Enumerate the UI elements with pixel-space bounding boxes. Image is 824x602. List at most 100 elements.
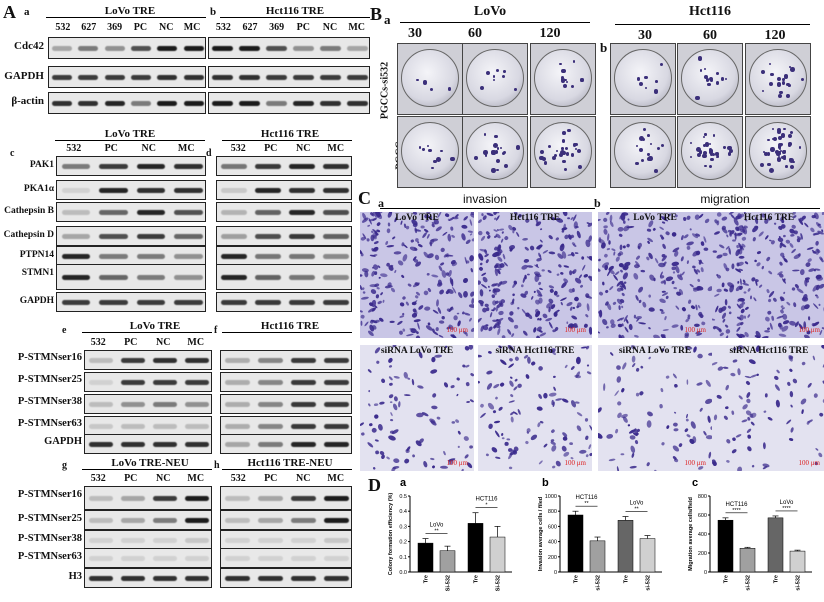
dose-label: 30 [638,28,652,43]
blot-strip [208,92,370,114]
chart-sub-label: b [542,477,549,489]
scale-bar-label: 100 μm [564,326,586,334]
petri-dish [401,49,459,107]
protein-band [255,300,281,305]
colony-dot [660,143,664,148]
blot-strip [220,372,352,392]
protein-band [157,75,178,80]
protein-band [136,234,165,239]
blot-strip [56,246,206,266]
colony-dot [776,157,782,162]
x-tick-label: si-532 [746,575,752,591]
x-tick-label: si-532 [646,575,652,591]
blot-strip [56,292,206,312]
colony-dot [635,161,639,166]
colony-dot [562,151,565,154]
significance-marker: **** [732,508,741,514]
colony-dot [447,87,452,91]
protein-band [157,46,178,51]
panel-b-sub-b: b [600,40,608,55]
panel-cb-title: migration [700,192,750,206]
colony-dot [539,155,544,161]
group-label: LoVo [630,501,644,507]
colony-dot [788,142,792,147]
panel-ae-title: LoVo TRE [129,320,181,332]
protein-band [320,75,341,80]
scale-bar-label: 100 μm [798,459,820,467]
colony-dot [653,89,659,94]
petri-dish [614,49,672,107]
colony-dot [696,147,701,152]
micrograph-label: LoVo TRE [395,213,439,223]
colony-dot [784,164,788,168]
lane-label: NC [322,22,338,33]
colony-dot [551,155,556,161]
protein-band [257,496,284,501]
colony-dot [778,152,781,155]
protein-band [221,275,247,280]
protein-band [174,300,203,305]
blot-strip [56,264,206,290]
colony-dot [647,156,653,162]
blot-strip [216,180,352,200]
protein-band [120,442,146,447]
panel-ac-title: LoVo TRE [104,128,156,140]
colony-dot [570,153,575,157]
lane-label: MC [177,143,195,154]
micrograph: siRNA Hct116 TRE 100 μm [712,345,824,471]
protein-band [323,275,349,280]
panel-ba-title: LoVo [473,4,507,19]
colony-dot [418,146,422,149]
protein-band [157,101,178,106]
blot-row-label: P-STMNser16 [17,489,82,500]
plate-frame [530,43,596,115]
micrograph-label: siRNA Hct116 TRE [495,346,575,356]
colony-dot [562,131,566,135]
blot-row-label: GAPDH [19,296,54,306]
y-tick-label: 200 [548,555,557,561]
protein-band [184,424,210,429]
protein-band [78,46,99,51]
protein-band [255,188,281,193]
colony-dot [429,87,434,92]
colony-dot [560,78,566,83]
micrograph-label: siRNA Hct116 TRE [729,346,809,356]
protein-band [120,538,146,543]
protein-band [174,210,203,215]
protein-band [136,210,165,215]
blot-strip [48,37,206,59]
protein-band [136,254,165,259]
chart-sub-label: a [400,477,407,489]
lane-label: 532 [215,22,231,33]
lane-label: 532 [230,473,246,484]
petri-dish [681,122,739,180]
panel-d-letter: D [368,475,381,495]
colony-dot [696,152,702,158]
dose-label: 60 [703,28,717,43]
blot-strip [220,568,352,588]
protein-band [174,234,203,239]
colony-dot [562,83,568,89]
petri-dish [466,122,524,180]
panel-c-sub-b: b [594,196,601,210]
protein-band [136,188,165,193]
colony-dot [778,147,782,151]
petri-dish [466,49,524,107]
protein-band [120,402,146,407]
petri-dish [749,49,807,107]
colony-dot [711,153,715,157]
protein-band [152,402,178,407]
protein-band [184,380,210,385]
blot-row-label: β-actin [11,95,44,107]
blot-strip [220,510,352,530]
protein-band [131,46,152,51]
bar [789,550,806,573]
protein-band [152,358,178,363]
blot-strip [56,226,206,246]
colony-dot [559,150,565,156]
colony-dot [769,63,772,66]
colony-dot [761,90,765,93]
panel-c-letter: C [358,188,371,208]
protein-band [88,496,114,501]
colony-dot [580,78,584,82]
